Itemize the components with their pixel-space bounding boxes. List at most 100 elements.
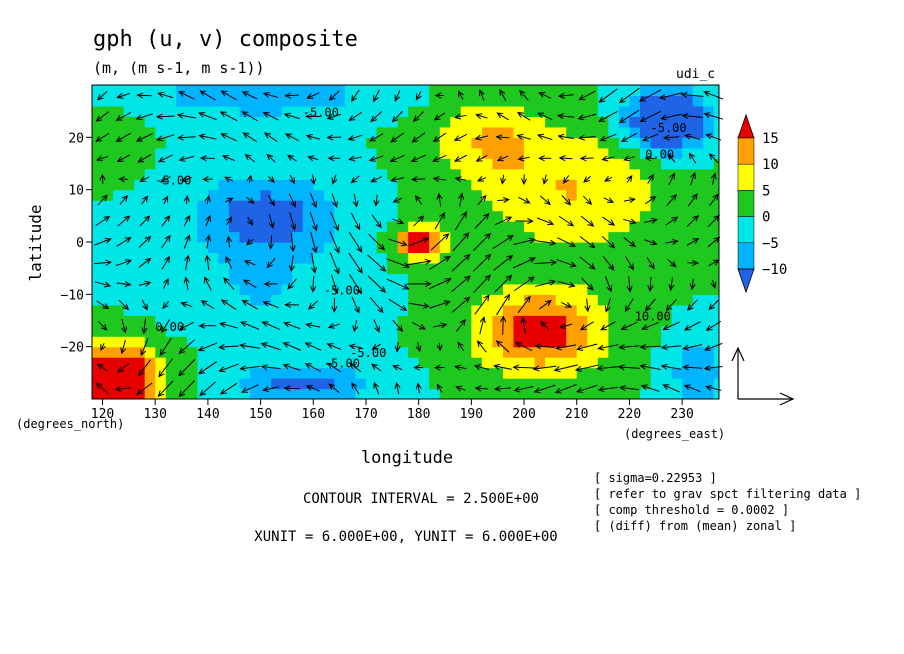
heatmap-cell (228, 221, 241, 233)
heatmap-cell (134, 273, 146, 285)
heatmap-cell (639, 357, 652, 369)
x-tick-label: 120 (91, 407, 114, 422)
heatmap-cell (576, 200, 588, 212)
heatmap-cell (429, 242, 441, 254)
heatmap-cell (481, 210, 494, 222)
heatmap-cell (587, 95, 599, 107)
heatmap-cell (155, 283, 167, 295)
wind-arrow (434, 211, 446, 230)
heatmap-cell (218, 283, 230, 295)
heatmap-cell (408, 221, 420, 233)
heatmap-cell (197, 378, 209, 390)
heatmap-cell (186, 179, 198, 191)
heatmap-cell (292, 367, 304, 379)
heatmap-cell (218, 189, 230, 201)
wind-arrow (307, 155, 319, 162)
heatmap-cell (618, 85, 631, 97)
wind-arrow (176, 134, 196, 141)
heatmap-cell (502, 168, 515, 180)
heatmap-cell (155, 273, 167, 285)
heatmap-cell (481, 304, 494, 316)
heatmap-cell (218, 231, 230, 243)
heatmap-cell (587, 367, 599, 379)
colorbar-swatch (737, 216, 755, 244)
heatmap-cell (271, 378, 283, 390)
heatmap-cell (492, 200, 504, 212)
heatmap-cell (608, 346, 620, 358)
wind-arrow (267, 175, 276, 183)
wind-arrow (537, 112, 553, 120)
heatmap-cell (302, 273, 314, 285)
wind-arrow (331, 297, 338, 313)
heatmap-cell (376, 179, 388, 191)
heatmap-cell (555, 367, 567, 379)
wind-arrow (534, 239, 557, 246)
heatmap-cell (618, 283, 631, 295)
heatmap-cell (365, 179, 378, 191)
heatmap-cell (703, 231, 715, 243)
heatmap-cell (555, 325, 567, 337)
wind-arrow (514, 342, 533, 352)
note-sigma: [ sigma=0.22953 ] (594, 471, 717, 485)
heatmap-cell (587, 200, 599, 212)
heatmap-cell (682, 294, 694, 306)
heatmap-cell (566, 378, 578, 390)
heatmap-cell (492, 262, 504, 274)
heatmap-cell (92, 221, 104, 233)
heatmap-cell (534, 147, 546, 159)
heatmap-cell (639, 158, 652, 170)
heatmap-cell (334, 336, 346, 348)
heatmap-cell (481, 325, 494, 337)
wind-arrow (94, 259, 112, 266)
heatmap-cell (671, 357, 683, 369)
wind-arrow (436, 383, 443, 393)
heatmap-cell (692, 388, 704, 399)
heatmap-cell (555, 262, 567, 274)
heatmap-cell (113, 252, 125, 264)
note-filtering: [ refer to grav spct filtering data ] (594, 487, 861, 501)
wind-arrow (454, 113, 467, 120)
heatmap-cell (513, 294, 525, 306)
heatmap-cell (165, 283, 177, 295)
heatmap-cell (387, 283, 399, 295)
heatmap-cell (344, 200, 357, 212)
heatmap-cell (566, 346, 578, 358)
heatmap-cell (566, 105, 578, 117)
heatmap-cell (155, 147, 167, 159)
wind-arrow (373, 381, 380, 395)
heatmap-cell (344, 116, 357, 128)
heatmap-cell (102, 158, 114, 170)
heatmap-cell (271, 179, 283, 191)
heatmap-cell (123, 168, 135, 180)
heatmap-cell (587, 304, 599, 316)
heatmap-cell (355, 252, 367, 264)
heatmap-cell (439, 325, 451, 337)
heatmap-cell (481, 388, 494, 399)
heatmap-cell (334, 325, 346, 337)
heatmap-cell (471, 105, 483, 117)
heatmap-cell (661, 367, 673, 379)
wind-arrow (351, 89, 360, 102)
wind-arrow (370, 176, 383, 183)
heatmap-cell (313, 294, 325, 306)
heatmap-cell (123, 221, 135, 233)
heatmap-cell (524, 137, 536, 149)
heatmap-cell (608, 168, 620, 180)
wind-arrow (326, 134, 342, 141)
heatmap-cell (165, 242, 177, 254)
contour-label: -5.00 (155, 173, 191, 187)
heatmap-cell (661, 357, 673, 369)
heatmap-cell (197, 388, 209, 399)
heatmap-cell (271, 168, 283, 180)
heatmap-cell (92, 105, 104, 117)
wind-arrow (623, 237, 637, 248)
heatmap-cell (176, 221, 188, 233)
heatmap-cell (524, 346, 536, 358)
heatmap-cell (597, 126, 609, 138)
wind-arrow (617, 364, 640, 371)
heatmap-cell (460, 325, 472, 337)
wind-arrow (688, 152, 697, 164)
heatmap-cell (207, 168, 220, 180)
wind-arrow (304, 342, 322, 351)
heatmap-cell (492, 378, 504, 390)
